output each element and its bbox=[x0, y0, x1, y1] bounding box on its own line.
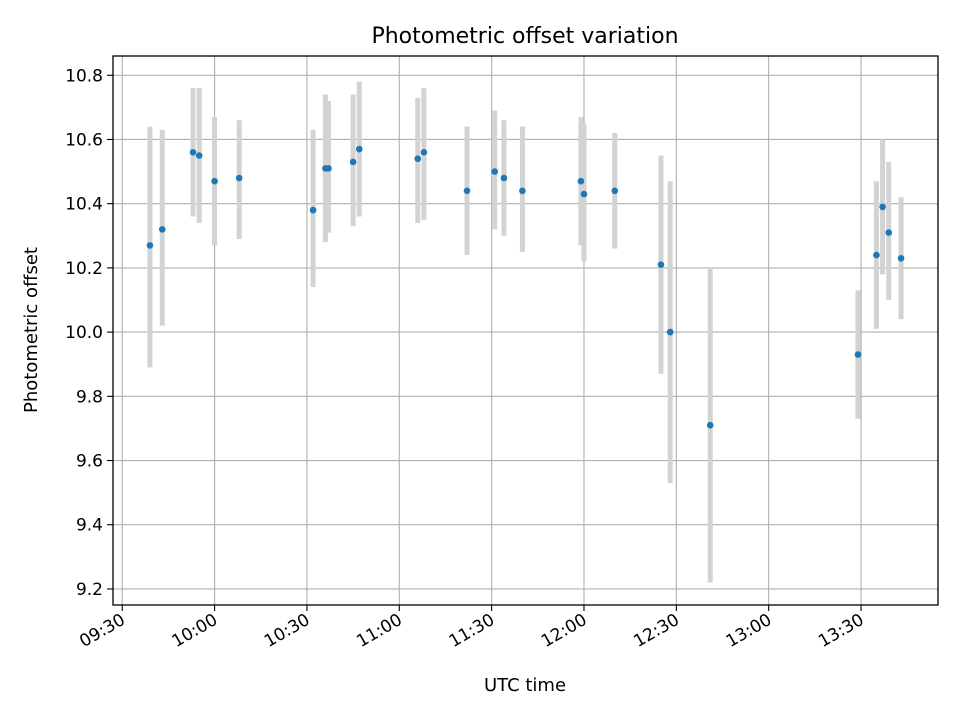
data-point bbox=[146, 242, 154, 249]
data-point bbox=[666, 328, 674, 336]
data-points bbox=[146, 145, 905, 429]
x-tick-label: 12:30 bbox=[630, 610, 682, 652]
data-point bbox=[657, 261, 665, 268]
y-tick-label: 9.2 bbox=[76, 580, 103, 600]
data-point bbox=[854, 351, 862, 358]
y-axis-ticks: 9.2 9.4 9.6 9.8 10.0 10.2 10.4 10.6 10.8 bbox=[65, 66, 113, 600]
data-point bbox=[879, 203, 886, 211]
x-tick-label: 11:00 bbox=[353, 610, 405, 652]
x-axis-title: UTC time bbox=[484, 675, 566, 696]
data-point bbox=[611, 187, 619, 195]
data-point bbox=[577, 177, 585, 185]
y-tick-label: 9.6 bbox=[76, 452, 103, 472]
plot-frame bbox=[112, 55, 939, 606]
data-point bbox=[706, 421, 714, 429]
data-point bbox=[519, 187, 526, 195]
data-point bbox=[873, 251, 880, 259]
y-tick-label: 10.4 bbox=[65, 195, 103, 215]
data-point bbox=[158, 226, 166, 233]
data-point bbox=[235, 174, 243, 182]
data-point bbox=[355, 145, 363, 153]
y-tick-label: 9.8 bbox=[76, 387, 103, 407]
x-tick-label: 10:00 bbox=[169, 610, 221, 652]
data-point bbox=[414, 155, 422, 163]
y-tick-label: 10.2 bbox=[65, 259, 103, 279]
data-point bbox=[349, 158, 357, 166]
data-point bbox=[500, 174, 508, 182]
data-point bbox=[463, 187, 471, 195]
data-point bbox=[309, 206, 317, 214]
y-tick-label: 10.0 bbox=[65, 323, 103, 343]
x-tick-label: 11:30 bbox=[446, 610, 498, 652]
y-axis-title: Photometric offset bbox=[21, 247, 42, 413]
y-tick-label: 9.4 bbox=[76, 516, 103, 536]
data-point bbox=[885, 229, 893, 236]
data-point bbox=[491, 168, 499, 175]
data-point bbox=[189, 149, 197, 156]
x-tick-label: 09:30 bbox=[76, 610, 128, 652]
x-tick-label: 12:00 bbox=[538, 610, 590, 652]
x-axis-ticks: 09:30 10:00 10:30 11:00 11:30 12:00 12:30 13:00… bbox=[76, 605, 868, 652]
chart-title: Photometric offset variation bbox=[371, 24, 678, 49]
data-point bbox=[325, 165, 332, 172]
y-tick-label: 10.6 bbox=[65, 130, 103, 150]
data-point bbox=[195, 152, 203, 159]
data-point bbox=[580, 190, 588, 198]
x-tick-label: 13:30 bbox=[815, 610, 867, 652]
data-point bbox=[211, 177, 218, 185]
data-point bbox=[897, 254, 905, 262]
x-tick-label: 10:30 bbox=[261, 610, 313, 652]
x-tick-label: 13:00 bbox=[723, 610, 775, 652]
y-tick-label: 10.8 bbox=[65, 66, 103, 86]
data-point bbox=[420, 149, 428, 156]
